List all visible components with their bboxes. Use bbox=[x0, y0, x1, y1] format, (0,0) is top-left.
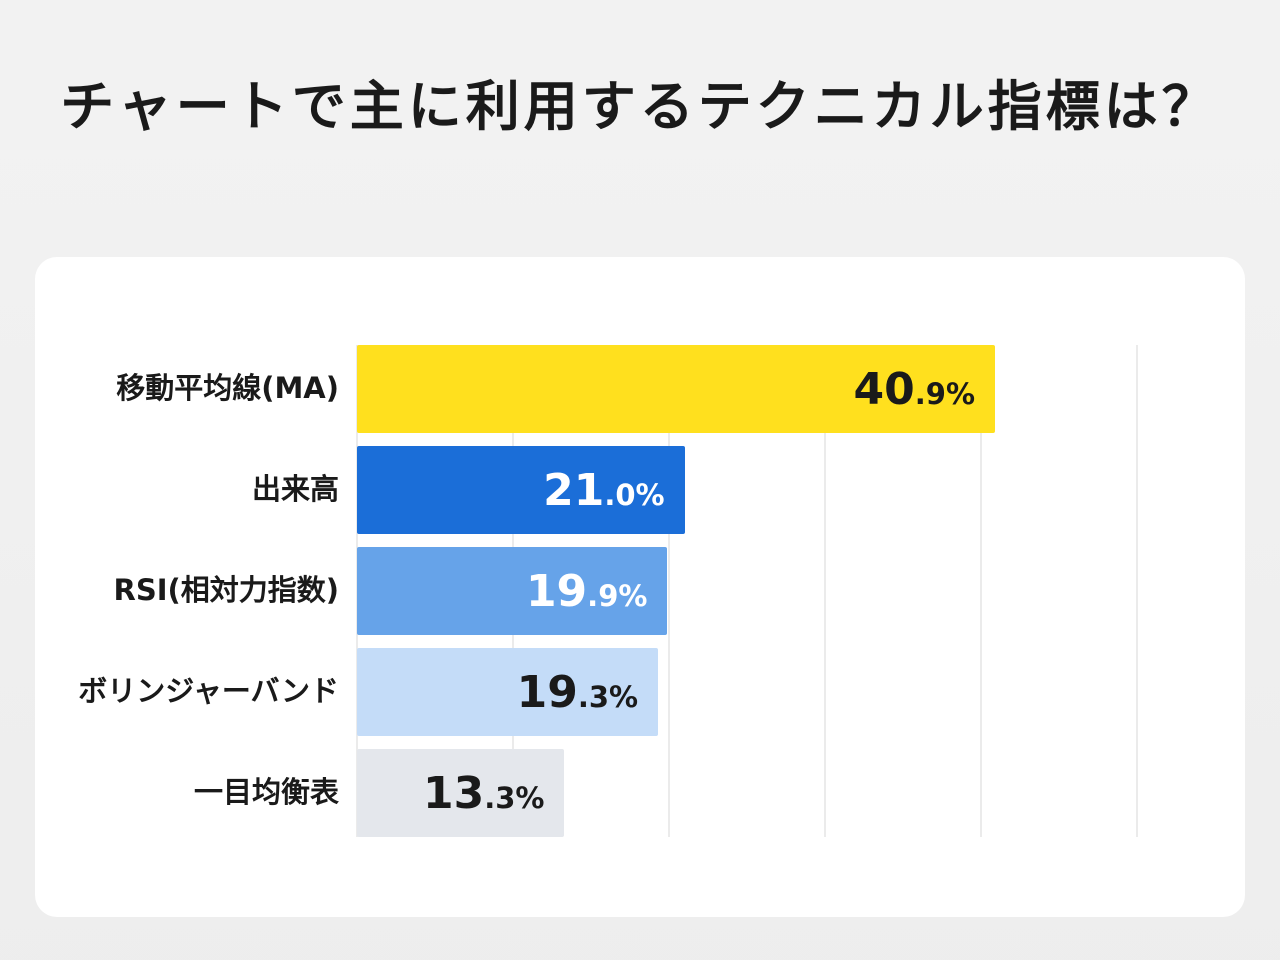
gridline bbox=[1136, 345, 1138, 837]
chart-row: 一目均衡表 13.3% bbox=[35, 749, 1137, 837]
page: チャートで主に利用するテクニカル指標は？ 移動平均線(MA) 40.9% 出来高 21… bbox=[0, 62, 1280, 960]
value-decimal: .3% bbox=[484, 780, 545, 815]
value-decimal: .9% bbox=[587, 578, 648, 613]
category-label: ボリンジャーバンド bbox=[78, 674, 339, 709]
value-label: 40.9% bbox=[854, 364, 976, 415]
bar: 21.0% bbox=[357, 446, 685, 534]
bar-chart: 移動平均線(MA) 40.9% 出来高 21.0% RSI(相対力指数) 19.9% ボリン… bbox=[35, 345, 1138, 837]
value-integer: 19 bbox=[525, 565, 588, 617]
value-integer: 13 bbox=[422, 767, 485, 819]
category-label: 一目均衡表 bbox=[193, 775, 339, 810]
bar-track: 40.9% bbox=[357, 345, 1137, 433]
bar-track: 13.3% bbox=[357, 749, 1137, 837]
value-decimal: .3% bbox=[577, 679, 639, 714]
chart-card: 移動平均線(MA) 40.9% 出来高 21.0% RSI(相対力指数) 19.9% ボリン… bbox=[35, 257, 1245, 917]
chart-row: 移動平均線(MA) 40.9% bbox=[35, 345, 1137, 433]
bar: 19.3% bbox=[357, 648, 659, 736]
category-label: 出来高 bbox=[251, 472, 339, 507]
category-label: RSI(相対力指数) bbox=[113, 573, 339, 608]
value-integer: 19 bbox=[516, 666, 578, 718]
chart-row: 出来高 21.0% bbox=[35, 446, 1137, 534]
chart-row: ボリンジャーバンド 19.3% bbox=[35, 648, 1137, 736]
page-title: チャートで主に利用するテクニカル指標は？ bbox=[60, 75, 1220, 138]
bar-track: 19.9% bbox=[357, 547, 1137, 635]
bar-track: 21.0% bbox=[357, 446, 1137, 534]
gridline bbox=[980, 345, 982, 837]
value-integer: 40 bbox=[853, 363, 915, 415]
chart-rows: 移動平均線(MA) 40.9% 出来高 21.0% RSI(相対力指数) 19.9% ボリン… bbox=[35, 345, 1137, 837]
value-decimal: .0% bbox=[604, 477, 665, 512]
chart-row: RSI(相対力指数) 19.9% bbox=[35, 547, 1137, 635]
value-label: 13.3% bbox=[423, 768, 545, 819]
bar: 13.3% bbox=[357, 749, 565, 837]
value-label: 21.0% bbox=[543, 465, 665, 516]
bar-track: 19.3% bbox=[357, 648, 1137, 736]
value-label: 19.3% bbox=[517, 667, 639, 718]
value-label: 19.9% bbox=[526, 566, 648, 617]
gridline bbox=[668, 345, 670, 837]
value-decimal: .9% bbox=[914, 376, 976, 411]
gridline bbox=[824, 345, 826, 837]
bar: 40.9% bbox=[357, 345, 996, 433]
category-label: 移動平均線(MA) bbox=[116, 371, 339, 406]
value-integer: 21 bbox=[543, 464, 605, 516]
bar: 19.9% bbox=[357, 547, 668, 635]
